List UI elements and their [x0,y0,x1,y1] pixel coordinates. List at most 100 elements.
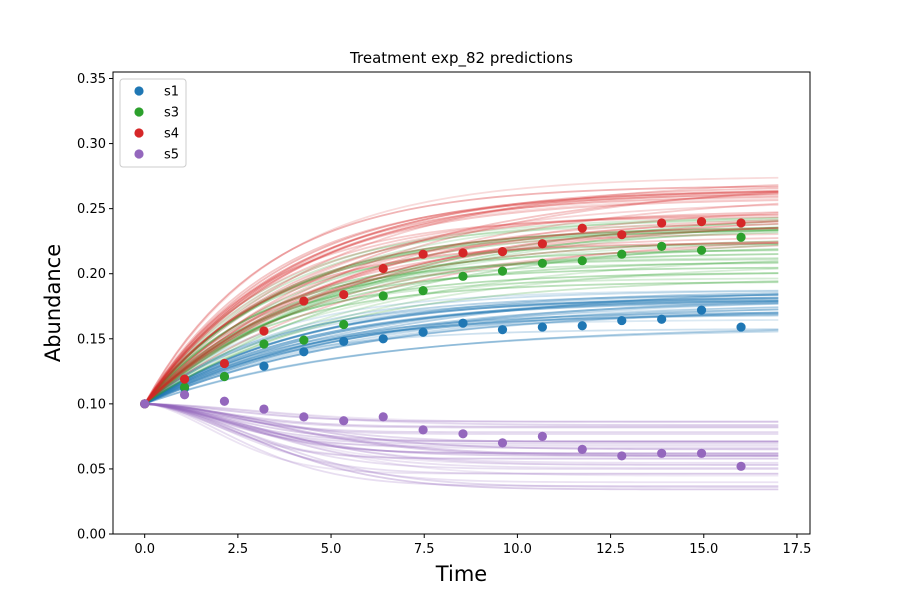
prediction-line-s4 [144,202,779,405]
prediction-line-s5 [144,402,779,475]
prediction-line-s3 [144,272,779,405]
prediction-line-s5 [144,402,779,451]
prediction-line-s5 [144,402,779,443]
prediction-line-s4 [143,197,779,405]
y-tick-label: 0.10 [77,397,106,412]
legend-label-s1: s1 [164,85,179,100]
data-point-s4 [577,223,587,233]
data-point-s5 [378,412,388,422]
data-point-s1 [736,322,746,332]
prediction-line-s5 [144,402,779,443]
prediction-line-s5 [144,402,779,466]
data-point-s4 [299,296,309,306]
prediction-line-s5 [144,402,779,469]
legend-label-s3: s3 [164,106,179,121]
prediction-line-s3 [144,226,779,405]
x-tick-label: 15.0 [689,542,718,557]
prediction-line-s1 [144,299,779,405]
plot-area [112,71,811,535]
prediction-line-s3 [144,229,779,405]
prediction-line-s3 [144,253,779,405]
prediction-line-s5 [144,402,779,456]
data-point-s5 [140,399,150,409]
data-point-s5 [179,390,190,400]
data-point-s1 [339,336,349,346]
prediction-line-s3 [143,228,779,405]
prediction-line-s5 [144,402,779,454]
prediction-line-s3 [144,259,779,405]
prediction-line-s1 [144,290,779,405]
prediction-line-s5 [144,402,779,475]
legend-marker-s5 [134,149,144,159]
prediction-line-s1 [144,308,779,405]
prediction-line-s3 [144,277,779,405]
prediction-line-s1 [144,294,779,405]
prediction-line-s5 [144,402,779,488]
x-tick-label: 10.0 [503,542,532,557]
prediction-line-s4 [144,220,779,405]
data-point-s1 [458,318,468,328]
legend-marker-s3 [134,107,144,117]
prediction-line-s1 [144,311,779,405]
prediction-line-s4 [144,190,779,405]
prediction-line-s4 [143,213,779,405]
data-point-s3 [418,286,428,296]
prediction-line-s3 [144,253,779,405]
y-tick-label: 0.35 [77,72,106,87]
prediction-line-s4 [143,203,779,405]
data-points [140,217,746,471]
prediction-line-s3 [143,229,779,405]
y-axis: 0.00 0.05 0.10 0.15 0.20 0.25 0.30 0.35 [77,72,113,543]
prediction-line-s4 [143,233,779,405]
prediction-line-s3 [143,226,779,405]
prediction-line-s4 [143,199,779,405]
prediction-line-s3 [143,229,779,405]
prediction-line-s3 [143,257,779,405]
prediction-line-s3 [143,258,779,405]
prediction-line-s5 [144,402,779,470]
data-point-s1 [497,325,508,335]
data-point-s5 [617,451,627,461]
data-point-s3 [696,245,707,255]
y-tick-label: 0.15 [77,332,106,347]
prediction-line-s3 [144,248,779,405]
prediction-line-s1 [144,312,779,405]
data-point-s5 [497,438,508,448]
prediction-line-s1 [144,292,779,405]
prediction-line-s4 [143,211,779,405]
data-point-s4 [378,263,388,274]
prediction-line-s4 [143,213,779,405]
x-tick-label: 2.5 [228,542,249,557]
y-tick-label: 0.00 [77,528,106,543]
prediction-line-s3 [144,280,779,405]
legend: s1 s3 s4 s5 [119,78,187,168]
prediction-line-s1 [144,300,779,405]
prediction-line-s5 [144,402,779,460]
prediction-line-s1 [144,297,779,405]
legend-label-s4: s4 [164,127,179,142]
prediction-line-s5 [144,402,779,428]
prediction-line-s5 [144,402,779,443]
prediction-line-s5 [144,402,779,426]
prediction-line-s1 [144,293,779,405]
prediction-line-s1 [144,299,779,405]
prediction-line-s5 [144,402,779,426]
prediction-line-s4 [143,183,779,405]
data-point-s4 [696,217,707,227]
data-point-s4 [537,239,547,249]
prediction-line-s5 [144,402,779,457]
prediction-line-s5 [144,402,779,429]
prediction-line-s5 [144,402,779,457]
data-point-s3 [736,232,746,242]
prediction-lines [143,176,779,491]
y-tick-label: 0.30 [77,137,106,152]
prediction-line-s3 [143,216,779,405]
data-point-s3 [378,291,388,301]
data-point-s4 [339,289,349,300]
data-point-s5 [696,448,707,458]
data-point-s3 [339,319,349,330]
prediction-line-s3 [144,281,779,405]
legend-marker-s4 [134,128,144,138]
data-point-s1 [696,305,707,315]
